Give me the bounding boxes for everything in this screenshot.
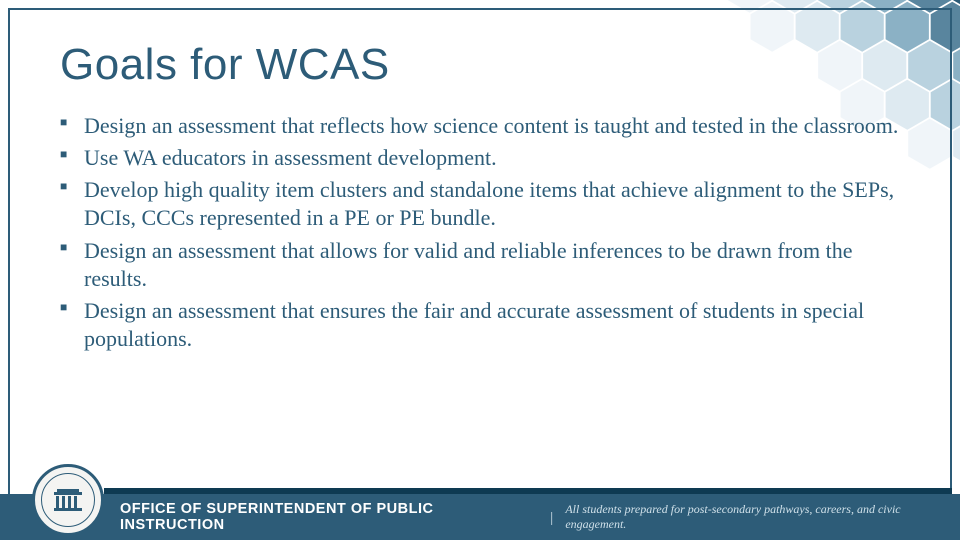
footer-divider: | bbox=[550, 509, 554, 525]
bullet-item: Design an assessment that ensures the fa… bbox=[60, 297, 900, 353]
bullet-list: Design an assessment that reflects how s… bbox=[60, 112, 900, 353]
footer-office-name: OFFICE OF SUPERINTENDENT OF PUBLIC INSTR… bbox=[120, 501, 538, 533]
bullet-item: Design an assessment that reflects how s… bbox=[60, 112, 900, 140]
footer-tagline: All students prepared for post-secondary… bbox=[565, 502, 960, 532]
bullet-item: Design an assessment that allows for val… bbox=[60, 237, 900, 293]
content-area: Goals for WCAS Design an assessment that… bbox=[60, 40, 900, 357]
slide: Goals for WCAS Design an assessment that… bbox=[0, 0, 960, 540]
state-seal-icon bbox=[32, 464, 104, 536]
footer-text: OFFICE OF SUPERINTENDENT OF PUBLIC INSTR… bbox=[120, 501, 960, 533]
bullet-item: Develop high quality item clusters and s… bbox=[60, 176, 900, 232]
bullet-item: Use WA educators in assessment developme… bbox=[60, 144, 900, 172]
slide-title: Goals for WCAS bbox=[60, 40, 900, 90]
footer-bar: OFFICE OF SUPERINTENDENT OF PUBLIC INSTR… bbox=[0, 494, 960, 540]
